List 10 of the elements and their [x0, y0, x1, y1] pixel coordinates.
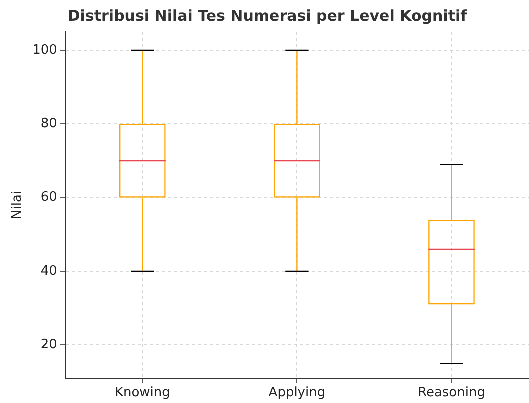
y-tick-label: 20 — [40, 338, 58, 353]
chart-title: Distribusi Nilai Tes Numerasi per Level Kognitif — [68, 6, 468, 25]
y-axis-title: Nilai — [10, 190, 26, 220]
x-tick-label: Knowing — [114, 386, 170, 401]
y-tick-label: 100 — [32, 42, 58, 58]
y-tick-label: 80 — [40, 116, 58, 132]
y-tick-label: 60 — [40, 190, 58, 206]
x-tick-label: Applying — [268, 386, 326, 401]
x-tick-label: Reasoning — [418, 386, 486, 401]
y-tick-label: 40 — [40, 264, 58, 279]
